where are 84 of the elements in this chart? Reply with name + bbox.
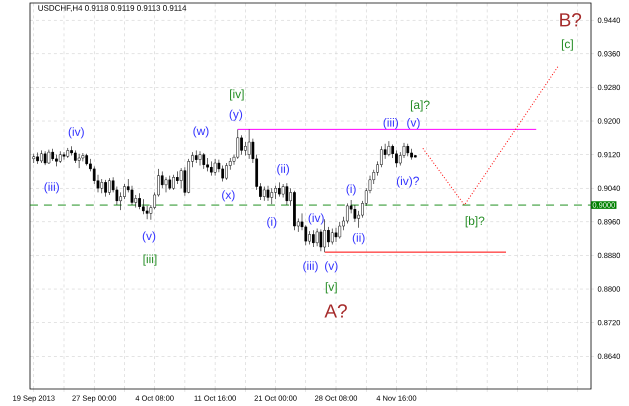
candlestick bbox=[270, 188, 274, 204]
candlestick bbox=[40, 150, 43, 164]
candlestick bbox=[406, 143, 410, 157]
candlestick bbox=[225, 162, 228, 180]
candlestick bbox=[388, 140, 390, 157]
annotation: (x) bbox=[222, 190, 235, 202]
annotation: A? bbox=[324, 304, 347, 318]
candlestick bbox=[327, 226, 330, 248]
annotation: (iv)? bbox=[396, 176, 419, 188]
annotation: (iii) bbox=[384, 118, 398, 130]
annotation: [b]? bbox=[466, 216, 484, 228]
candlestick bbox=[266, 185, 270, 202]
annotation: (ii) bbox=[277, 164, 289, 176]
candlestick bbox=[274, 185, 277, 200]
candlestick bbox=[176, 171, 179, 184]
annotation: (i) bbox=[346, 184, 356, 196]
candlestick bbox=[138, 192, 141, 210]
candlestick bbox=[248, 129, 250, 160]
candlestick bbox=[66, 148, 70, 158]
annotation: [a]? bbox=[410, 100, 430, 112]
annotation: (w) bbox=[193, 126, 208, 138]
candlestick bbox=[323, 219, 326, 252]
candlestick bbox=[210, 161, 213, 176]
candlestick bbox=[78, 153, 80, 168]
candlestick bbox=[282, 184, 284, 198]
annotation: (v) bbox=[325, 261, 338, 272]
candlestick bbox=[164, 177, 168, 193]
candlestick bbox=[244, 142, 247, 156]
candlestick bbox=[316, 228, 318, 246]
candlestick bbox=[286, 182, 288, 206]
candlestick bbox=[304, 224, 308, 246]
candlestick bbox=[410, 148, 413, 160]
candlestick bbox=[92, 166, 96, 184]
annotation: (iv) bbox=[308, 213, 324, 224]
candlestick bbox=[221, 165, 224, 182]
candlestick bbox=[262, 186, 266, 202]
annotation: (ii) bbox=[352, 233, 365, 244]
annotation: (iii) bbox=[44, 182, 59, 194]
candlestick bbox=[168, 175, 172, 190]
candlestick bbox=[312, 230, 315, 248]
annotation: (i) bbox=[267, 217, 276, 228]
candlestick bbox=[62, 152, 66, 160]
candlestick bbox=[395, 150, 398, 168]
annotation: [iv] bbox=[230, 89, 244, 101]
candlestick bbox=[142, 198, 145, 215]
candlestick bbox=[278, 182, 281, 197]
annotation: (iii) bbox=[303, 261, 318, 272]
annotation: [v] bbox=[326, 282, 337, 294]
candlestick bbox=[330, 228, 334, 245]
candlestick bbox=[74, 150, 77, 164]
candlestick bbox=[172, 174, 175, 190]
candlestick bbox=[180, 168, 182, 189]
candlestick bbox=[55, 154, 58, 167]
candlestick bbox=[334, 227, 338, 242]
annotation: (v) bbox=[407, 118, 420, 130]
candlestick bbox=[214, 158, 216, 176]
candlestick bbox=[130, 185, 134, 206]
candlestick bbox=[194, 150, 198, 164]
candlestick bbox=[44, 150, 46, 166]
candlestick bbox=[104, 180, 107, 197]
candlestick bbox=[320, 229, 322, 252]
annotation: [iii] bbox=[144, 254, 156, 266]
annotation: (v) bbox=[142, 231, 156, 243]
annotation: (y) bbox=[230, 110, 242, 121]
candlestick bbox=[240, 135, 243, 155]
candlestick bbox=[338, 222, 342, 239]
annotation: (iv) bbox=[68, 127, 84, 138]
candlestick bbox=[346, 203, 349, 224]
candlestick bbox=[308, 230, 311, 245]
candlestick bbox=[85, 153, 88, 166]
candlestick bbox=[236, 129, 240, 160]
candlestick bbox=[354, 204, 356, 222]
candlestick bbox=[198, 150, 202, 166]
candlestick bbox=[48, 149, 50, 164]
candlestick bbox=[202, 152, 206, 170]
annotation: B? bbox=[560, 13, 582, 26]
candlestick bbox=[146, 206, 148, 220]
candlestick bbox=[206, 158, 209, 172]
candlestick bbox=[123, 184, 126, 200]
candlestick bbox=[108, 178, 111, 196]
candlestick bbox=[36, 152, 39, 164]
annotation: [c] bbox=[562, 39, 573, 51]
candlestick bbox=[100, 178, 104, 194]
candlestick bbox=[51, 148, 54, 162]
